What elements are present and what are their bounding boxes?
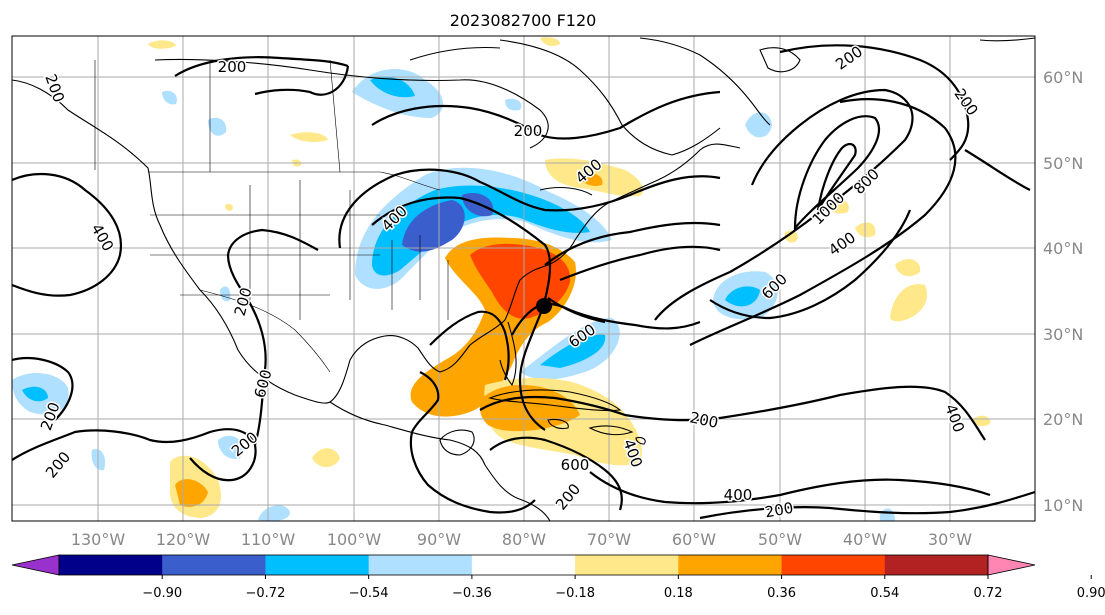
anomaly-area [895, 259, 921, 277]
graticule [12, 36, 1035, 521]
colorbar-tick-label: −0.54 [349, 586, 389, 601]
lon-label: 90°W [417, 530, 461, 549]
contour-label: 400 [724, 486, 753, 504]
colorbar-segment [471, 555, 576, 575]
anomaly-area [972, 415, 991, 427]
map-panel: 200 200 200 400 400 400 400 400 400 600 … [11, 35, 1036, 522]
anomaly-area [225, 203, 233, 211]
anomaly-area [540, 334, 606, 368]
coastlines [12, 37, 1035, 521]
lon-label: 120°W [156, 530, 211, 549]
colorbar-tick-label: −0.90 [142, 586, 182, 601]
contour-label: 200 [514, 122, 543, 140]
contour-label: 200 [218, 58, 247, 76]
anomaly-area [370, 76, 415, 98]
anomaly-area [890, 284, 928, 322]
colorbar-segment [368, 555, 473, 575]
colorbar-extend-high [987, 554, 1036, 576]
contour-label: 200 [763, 499, 794, 522]
colorbar-segment [59, 555, 163, 575]
colorbar-segment [162, 555, 266, 575]
colorbar-extend-low [11, 554, 60, 576]
anomaly-area [784, 230, 798, 243]
colorbar-frame [58, 554, 989, 576]
contours [12, 44, 1035, 520]
lon-label: 80°W [502, 530, 546, 549]
anomaly-area [208, 117, 227, 136]
lon-label: 130°W [71, 530, 126, 549]
colorbar-segment [781, 555, 886, 575]
colorbar-tick-label: −0.72 [246, 586, 286, 601]
figure-title: 2023082700 F120 [450, 11, 597, 30]
lon-label: 110°W [241, 530, 296, 549]
latitude-labels: 60°N 50°N 40°N 30°N 20°N 10°N [1043, 68, 1083, 515]
colorbar-tick-label: 0.90 [1077, 586, 1105, 601]
longitude-labels: 130°W 120°W 110°W 100°W 90°W 80°W 70°W 6… [71, 530, 972, 549]
colorbar-tick-label: −0.36 [452, 586, 492, 601]
colorbar-segment [265, 555, 370, 575]
lat-label: 60°N [1043, 68, 1083, 87]
anomaly-area [290, 132, 328, 143]
anomaly-area [22, 386, 48, 402]
colorbar-tick-label: 0.54 [870, 586, 899, 601]
lon-label: 60°W [672, 530, 716, 549]
colorbar-tick-label: 0.36 [767, 586, 796, 601]
lon-label: 40°W [843, 530, 887, 549]
colorbar-tick-label: 0.72 [974, 586, 1003, 601]
anomaly-area [218, 435, 242, 459]
anomaly-area [725, 286, 760, 307]
anomaly-area [745, 112, 772, 138]
anomaly-area [162, 90, 177, 105]
colorbar-segment [884, 555, 989, 575]
colorbar: −0.90 −0.72 −0.54 −0.36 −0.18 0.18 0.36 0.54 0.7… [11, 554, 1105, 601]
map-frame [11, 35, 1036, 522]
lat-label: 40°N [1043, 239, 1083, 258]
anomaly-area [402, 200, 465, 252]
colorbar-segment [678, 555, 783, 575]
anomaly-area [540, 37, 560, 46]
colorbar-segment [575, 555, 679, 575]
lon-label: 100°W [327, 530, 382, 549]
lat-label: 20°N [1043, 410, 1083, 429]
anomaly-area [578, 173, 603, 186]
storm-center-marker [536, 298, 552, 314]
lat-label: 10°N [1043, 496, 1083, 515]
anomaly-area [148, 40, 176, 49]
lat-label: 50°N [1043, 154, 1083, 173]
lon-label: 30°W [928, 530, 972, 549]
colorbar-tick-label: 0.18 [664, 586, 693, 601]
political-borders [94, 59, 449, 373]
anomaly-area [505, 98, 522, 111]
lon-label: 50°W [758, 530, 802, 549]
anomaly-area [258, 505, 290, 521]
colorbar-tick-label: −0.18 [555, 586, 595, 601]
lon-label: 70°W [587, 530, 631, 549]
contour-label: 600 [561, 456, 590, 474]
anomaly-area [312, 448, 340, 467]
lat-label: 30°N [1043, 325, 1083, 344]
